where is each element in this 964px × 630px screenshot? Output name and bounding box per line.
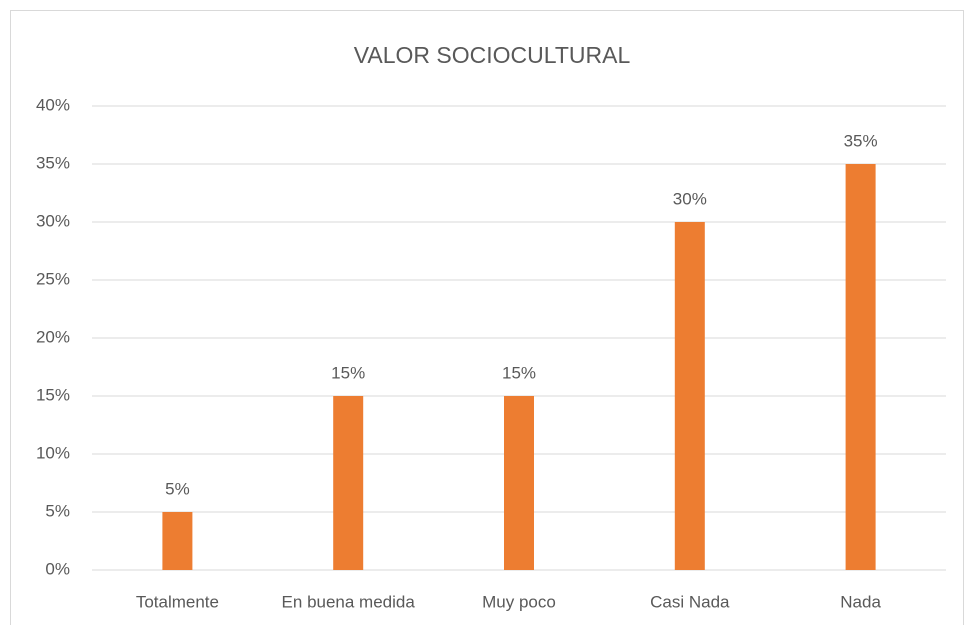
- data-label: 30%: [673, 189, 707, 208]
- x-tick-label: Nada: [840, 592, 881, 611]
- y-tick-label: 25%: [36, 269, 70, 288]
- y-tick-label: 5%: [45, 501, 70, 520]
- data-label: 35%: [844, 131, 878, 150]
- chart-title: VALOR SOCIOCULTURAL: [354, 42, 631, 68]
- bar: [845, 164, 876, 570]
- y-tick-label: 10%: [36, 443, 70, 462]
- y-tick-label: 15%: [36, 385, 70, 404]
- bar: [162, 512, 193, 570]
- bar: [333, 396, 364, 570]
- y-tick-label: 40%: [36, 95, 70, 114]
- bar: [674, 222, 705, 570]
- data-label: 15%: [502, 363, 536, 382]
- x-tick-label: Totalmente: [136, 592, 219, 611]
- bar: [504, 396, 534, 570]
- x-tick-label: Casi Nada: [650, 592, 730, 611]
- data-label: 5%: [165, 479, 190, 498]
- y-tick-label: 0%: [45, 559, 70, 578]
- x-tick-label: En buena medida: [282, 592, 416, 611]
- y-tick-label: 20%: [36, 327, 70, 346]
- chart-frame: [10, 10, 964, 630]
- x-tick-label: Muy poco: [482, 592, 556, 611]
- y-tick-label: 30%: [36, 211, 70, 230]
- y-tick-label: 35%: [36, 153, 70, 172]
- data-label: 15%: [331, 363, 365, 382]
